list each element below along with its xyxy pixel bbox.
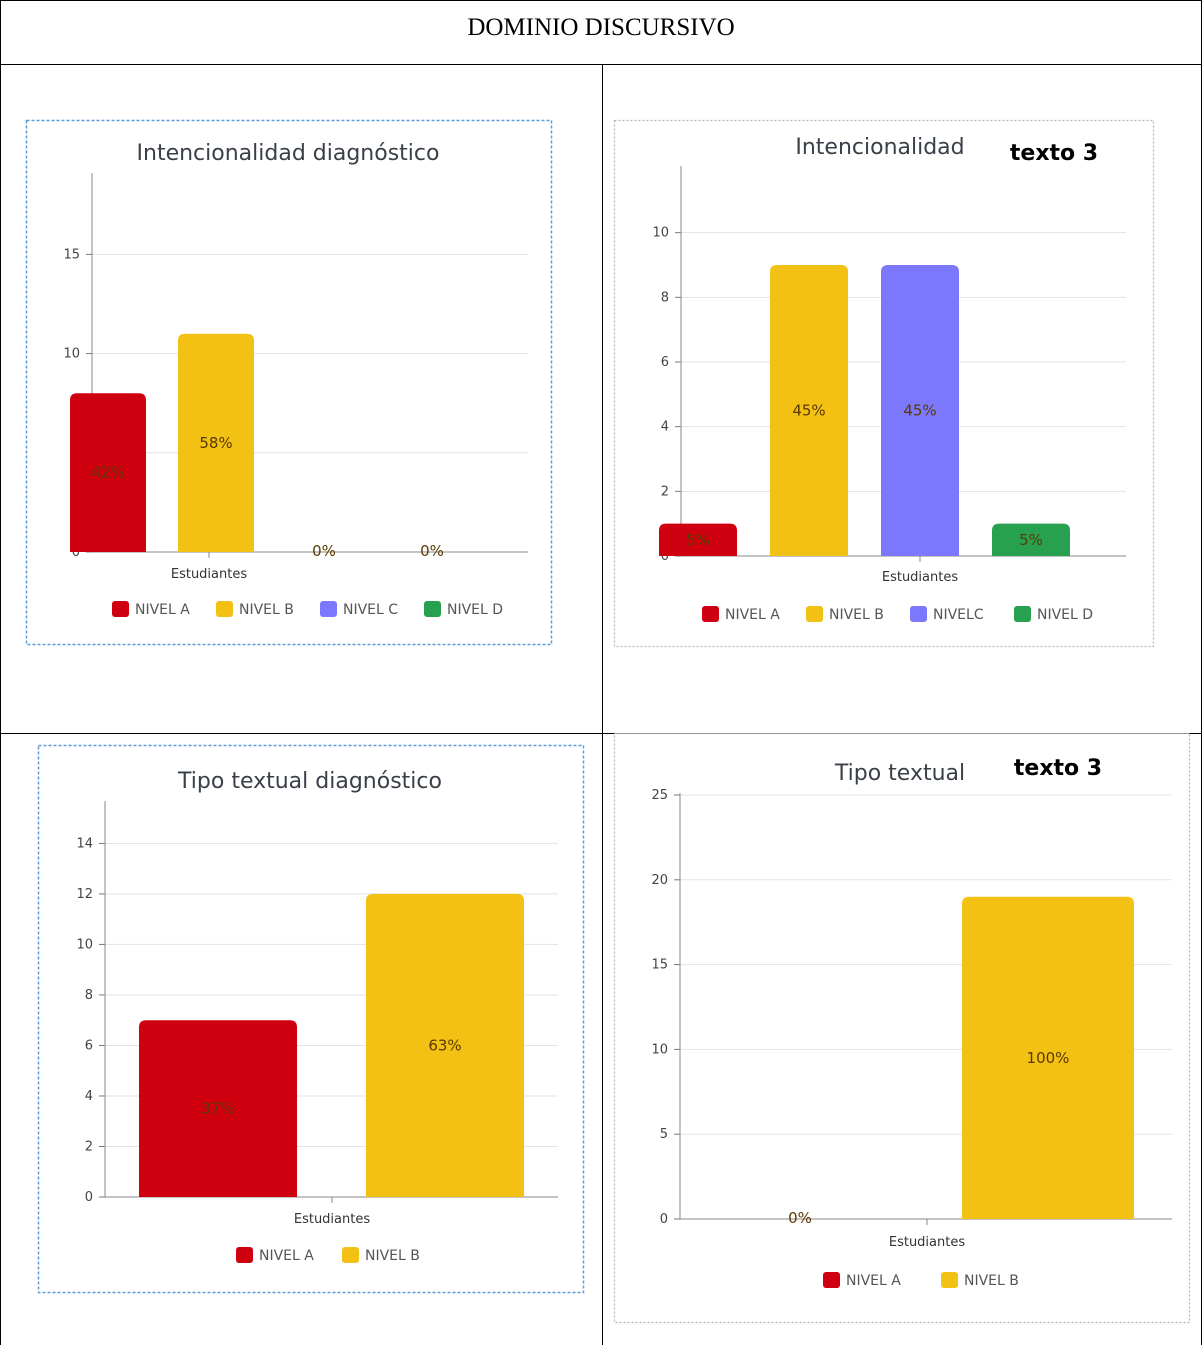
data-label: 5% bbox=[686, 531, 710, 549]
data-label: 37% bbox=[201, 1100, 234, 1118]
bar bbox=[366, 893, 524, 1197]
y-tick-label: 10 bbox=[652, 226, 669, 241]
y-tick-label: 15 bbox=[63, 247, 80, 262]
bar bbox=[992, 523, 1070, 556]
legend-swatch bbox=[424, 601, 441, 617]
data-label: 100% bbox=[1027, 1049, 1070, 1067]
y-tick-label: 14 bbox=[76, 836, 93, 851]
legend-label: NIVEL B bbox=[239, 602, 294, 618]
legend-label: NIVEL D bbox=[1037, 607, 1093, 623]
legend-label: NIVEL B bbox=[829, 607, 884, 623]
y-tick-label: 4 bbox=[85, 1089, 93, 1104]
legend-swatch bbox=[216, 601, 233, 617]
y-tick-label: 15 bbox=[651, 958, 668, 973]
x-axis-label: Estudiantes bbox=[294, 1212, 370, 1227]
y-tick-label: 5 bbox=[660, 1127, 668, 1142]
y-tick-label: 2 bbox=[85, 1139, 93, 1154]
chart-tipo-textual-diagnostico: 0 2 4 6 8 10 12 14 37% 63% Tipo textual diagnóstic… bbox=[37, 744, 585, 1294]
data-label: 0% bbox=[420, 542, 444, 560]
legend-swatch bbox=[112, 601, 129, 617]
chart-title: Tipo textual bbox=[834, 761, 965, 786]
legend-swatch bbox=[702, 606, 719, 622]
y-tick-label: 10 bbox=[63, 347, 80, 362]
legend-label: NIVEL A bbox=[135, 602, 190, 618]
chart-title: Intencionalidad diagnóstico bbox=[137, 141, 440, 166]
legend-label: NIVEL B bbox=[964, 1273, 1019, 1289]
data-label: 58% bbox=[199, 434, 232, 452]
data-label: 45% bbox=[792, 402, 825, 420]
x-axis-label: Estudiantes bbox=[882, 570, 958, 585]
y-tick-label: 0 bbox=[85, 1190, 93, 1205]
bar bbox=[70, 393, 146, 552]
y-tick-label: 0 bbox=[661, 549, 669, 564]
y-tick-label: 0 bbox=[660, 1212, 668, 1227]
table-border-left bbox=[0, 0, 1, 1345]
legend-label: NIVELC bbox=[933, 607, 984, 623]
bar bbox=[139, 1020, 297, 1197]
legend-label: NIVEL B bbox=[365, 1248, 420, 1264]
legend-label: NIVEL A bbox=[725, 607, 780, 623]
data-label: 0% bbox=[788, 1209, 812, 1227]
table-title: DOMINIO DISCURSIVO bbox=[467, 14, 735, 41]
y-tick-label: 10 bbox=[651, 1042, 668, 1057]
x-axis-label: Estudiantes bbox=[171, 567, 247, 582]
data-label: 0% bbox=[312, 542, 336, 560]
chart-intencionalidad-diagnostico: 05101542%58%0%0%Intencionalidad diagnóst… bbox=[25, 119, 553, 646]
legend-swatch bbox=[1014, 606, 1031, 622]
legend-swatch bbox=[342, 1247, 359, 1263]
chart-intencionalidad-texto-3: 0 2 4 6 8 10 5% 45% 45% 5% Intencionalidad texto 3 E… bbox=[613, 119, 1155, 648]
y-tick-label: 25 bbox=[651, 788, 668, 803]
y-tick-label: 8 bbox=[85, 988, 93, 1003]
chart-title: Tipo textual diagnóstico bbox=[177, 769, 442, 794]
y-tick-label: 0 bbox=[72, 545, 80, 560]
table-border-top bbox=[0, 0, 1202, 1]
legend-swatch bbox=[236, 1247, 253, 1263]
legend-swatch bbox=[910, 606, 927, 622]
bar bbox=[881, 265, 959, 556]
chart-tipo-textual-texto-3: 0 5 10 15 20 25 0% 100% Tipo textual texto 3 Estud… bbox=[613, 732, 1191, 1324]
legend-swatch bbox=[823, 1272, 840, 1288]
data-label: 42% bbox=[91, 464, 124, 482]
legend-swatch bbox=[806, 606, 823, 622]
y-tick-label: 6 bbox=[661, 355, 669, 370]
y-tick-label: 8 bbox=[661, 290, 669, 305]
table-row-divider-1 bbox=[0, 64, 1202, 65]
y-tick-label: 4 bbox=[661, 420, 669, 435]
y-tick-label: 2 bbox=[661, 484, 669, 499]
bar bbox=[659, 523, 737, 556]
table-column-divider bbox=[602, 64, 603, 1345]
data-label: 45% bbox=[903, 402, 936, 420]
y-tick-label: 12 bbox=[76, 887, 93, 902]
data-label: 5% bbox=[1019, 531, 1043, 549]
chart-title: Intencionalidad bbox=[795, 135, 964, 160]
chart-frame bbox=[25, 119, 553, 646]
y-tick-label: 10 bbox=[76, 937, 93, 952]
legend-label: NIVEL D bbox=[447, 602, 503, 618]
chart-annotation: texto 3 bbox=[1014, 756, 1102, 781]
legend-label: NIVEL A bbox=[846, 1273, 901, 1289]
legend-label: NIVEL A bbox=[259, 1248, 314, 1264]
y-tick-label: 20 bbox=[651, 873, 668, 888]
legend-label: NIVEL C bbox=[343, 602, 398, 618]
x-axis-label: Estudiantes bbox=[889, 1235, 965, 1250]
chart-annotation: texto 3 bbox=[1010, 141, 1098, 166]
bar bbox=[178, 333, 254, 552]
table-row-divider-2 bbox=[0, 733, 1202, 734]
legend-swatch bbox=[320, 601, 337, 617]
y-tick-label: 6 bbox=[85, 1038, 93, 1053]
legend-swatch bbox=[941, 1272, 958, 1288]
data-label: 63% bbox=[428, 1036, 461, 1054]
bar bbox=[962, 896, 1134, 1219]
bar bbox=[770, 265, 848, 556]
